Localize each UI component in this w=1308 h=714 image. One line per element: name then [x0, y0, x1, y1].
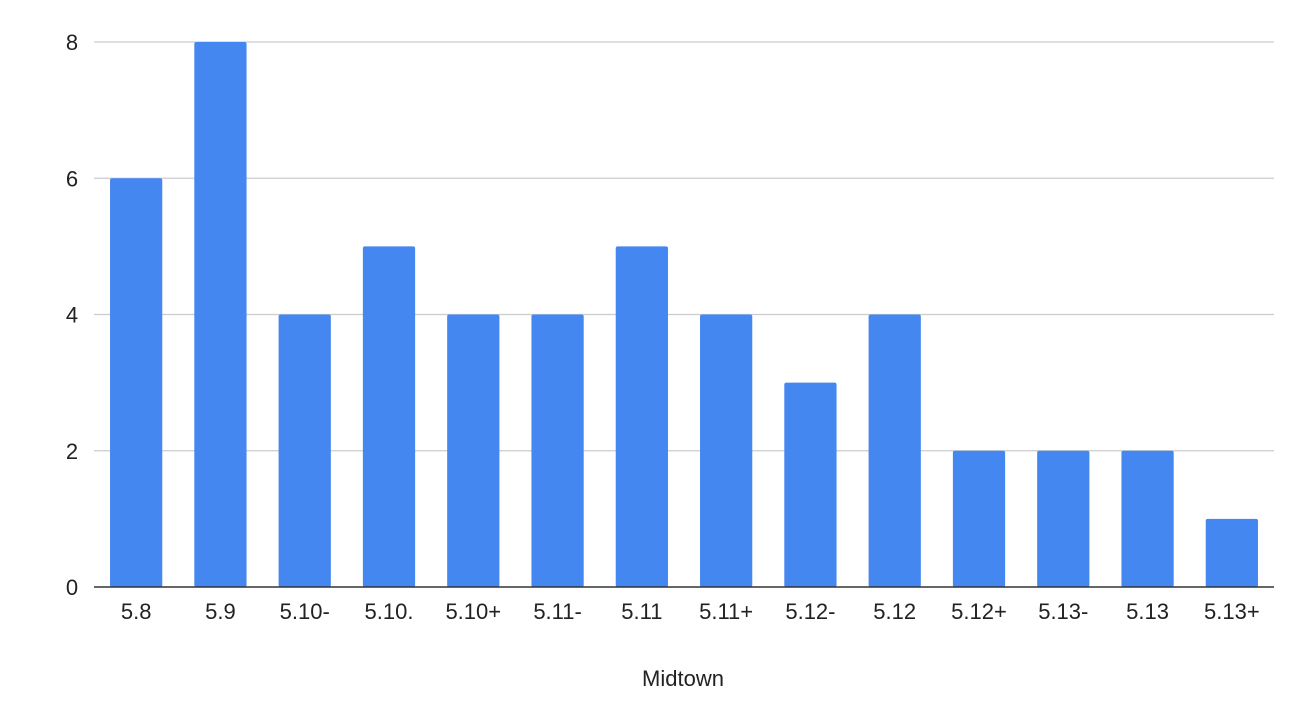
- x-tick-label: 5.9: [205, 599, 236, 624]
- y-tick-label: 2: [66, 439, 78, 464]
- x-tick-label: 5.12: [873, 599, 916, 624]
- x-tick-label: 5.10.: [365, 599, 414, 624]
- x-tick-label: 5.10-: [280, 599, 330, 624]
- x-tick-label: 5.11-: [533, 599, 582, 624]
- y-tick-label: 8: [66, 30, 78, 55]
- x-tick-label: 5.8: [121, 599, 152, 624]
- x-tick-label: 5.11+: [699, 599, 753, 624]
- bar-5.10+: [447, 314, 500, 587]
- x-axis-ticks: 5.8 5.9 5.10- 5.10. 5.10+ 5.11- 5.11 5.11+ 5.12-…: [121, 599, 1260, 624]
- bar-5.12: [868, 314, 921, 587]
- bar-5.9: [194, 42, 247, 587]
- bar-5.12-: [784, 382, 837, 587]
- x-tick-label: 5.12-: [785, 599, 835, 624]
- y-tick-label: 0: [66, 575, 78, 600]
- bars: [110, 42, 1258, 587]
- bar-5.10.: [362, 246, 416, 587]
- bar-5.11-: [531, 314, 584, 587]
- bar-5.13+: [1205, 518, 1258, 587]
- bar-5.11+: [700, 314, 753, 587]
- bar-5.11: [615, 246, 668, 587]
- bar-5.8: [110, 178, 163, 587]
- bar-5.13-: [1037, 450, 1090, 587]
- y-tick-label: 6: [66, 166, 78, 191]
- x-tick-label: 5.13-: [1038, 599, 1088, 624]
- gridlines: [94, 41, 1274, 452]
- y-tick-label: 4: [66, 303, 78, 328]
- x-tick-label: 5.13+: [1204, 599, 1260, 624]
- x-tick-label: 5.12+: [951, 599, 1007, 624]
- x-tick-label: 5.10+: [445, 599, 501, 624]
- y-axis-ticks: 0 2 4 6 8: [66, 30, 78, 600]
- bar-5.12+: [952, 450, 1006, 587]
- x-axis-title: Midtown: [642, 666, 724, 691]
- x-tick-label: 5.11: [621, 599, 662, 624]
- bar-5.10-: [278, 314, 331, 587]
- bar-5.13: [1121, 450, 1174, 587]
- x-tick-label: 5.13: [1126, 599, 1169, 624]
